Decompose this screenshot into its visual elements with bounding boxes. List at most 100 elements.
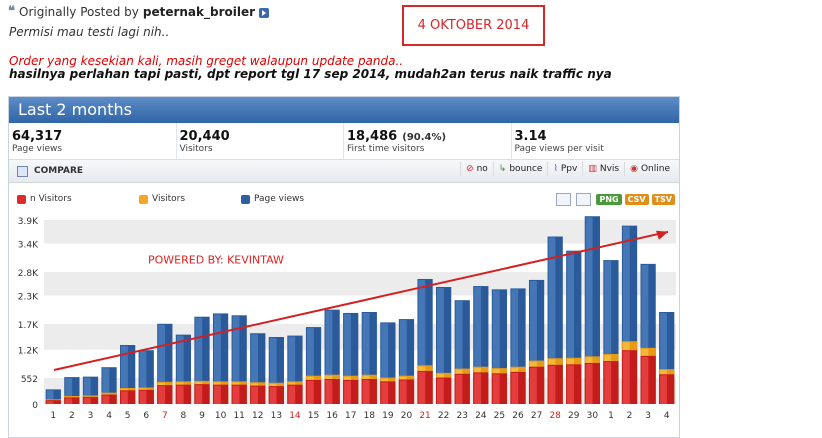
trend-arrow-line <box>53 230 669 372</box>
bar-highlight <box>418 371 426 404</box>
bar-highlight <box>213 385 221 404</box>
stat-percent: (90.4%) <box>402 132 447 143</box>
legend-swatch <box>17 194 26 204</box>
bar-highlight <box>418 279 426 404</box>
x-tick-label: 14 <box>289 411 301 421</box>
online-button[interactable]: ◉ Online <box>624 162 675 176</box>
y-tick-label: 1.7K <box>18 321 39 331</box>
bar-highlight <box>288 385 296 404</box>
grid-band <box>44 220 676 244</box>
bar-highlight <box>232 316 240 404</box>
post-prefix: Originally Posted by <box>19 4 139 19</box>
y-tick-label: 0 <box>32 401 38 411</box>
stat-views-per-visit: 3.14 Page views per visit <box>512 123 680 159</box>
bar-highlight <box>529 367 537 404</box>
legend-label: n Visitors <box>30 194 72 204</box>
bar-highlight <box>195 317 203 404</box>
legend-swatch <box>241 194 250 204</box>
y-tick-label: 552 <box>21 375 38 385</box>
bounce-button[interactable]: ↳ bounce <box>492 162 548 176</box>
bar-highlight <box>641 356 649 404</box>
x-tick-label: 13 <box>271 411 282 421</box>
legend-label: Page views <box>254 194 305 204</box>
legend-swatch <box>139 194 148 204</box>
bar-highlight <box>511 372 519 404</box>
bar-highlight <box>83 397 91 404</box>
bar-highlight <box>344 313 351 404</box>
bar-highlight <box>529 280 537 404</box>
png-export-button[interactable]: PNG <box>596 194 622 205</box>
legend-page-views[interactable]: Page views <box>241 194 304 204</box>
x-tick-label: 27 <box>531 411 542 421</box>
ppv-button[interactable]: ⌇ Ppv <box>547 162 582 176</box>
compare-icon <box>17 165 28 177</box>
compare-toggle[interactable]: COMPARE <box>17 165 83 177</box>
x-tick-label: 10 <box>215 411 227 421</box>
bar-highlight <box>325 379 333 404</box>
bar-highlight <box>660 375 667 404</box>
post-header: ❝ Originally Posted by peternak_broiler <box>8 4 270 19</box>
x-tick-label: 4 <box>106 411 112 421</box>
button-label: Nvis <box>599 164 620 174</box>
x-tick-label: 4 <box>664 411 670 421</box>
x-tick-label: 12 <box>252 411 263 421</box>
bar-highlight <box>121 346 128 404</box>
bar-highlight <box>232 385 240 404</box>
view-post-icon[interactable] <box>259 7 270 18</box>
bar-chart-type-icon[interactable] <box>556 193 572 206</box>
x-tick-label: 26 <box>512 411 524 421</box>
button-label: Online <box>640 164 670 174</box>
bar-highlight <box>604 261 612 404</box>
x-tick-label: 8 <box>181 411 187 421</box>
stat-value: 64,317 <box>12 129 63 144</box>
x-tick-label: 3 <box>645 411 651 421</box>
x-tick-label: 15 <box>308 411 319 421</box>
x-tick-label: 1 <box>50 411 56 421</box>
legend-visitors[interactable]: Visitors <box>139 194 185 204</box>
bar-highlight <box>622 226 630 404</box>
bar-highlight <box>213 314 221 404</box>
stat-label: Page views <box>12 144 63 154</box>
x-tick-label: 21 <box>419 411 430 421</box>
bar-highlight <box>288 336 296 404</box>
x-tick-label: 19 <box>382 411 394 421</box>
no-button[interactable]: ⊘ no <box>460 162 493 176</box>
bar-highlight <box>660 313 667 404</box>
bar-highlight <box>362 313 370 404</box>
bar-highlight <box>344 380 351 404</box>
bar-highlight <box>604 362 612 404</box>
post-line-2: Order yang kesekian kali, masih greget w… <box>9 54 404 68</box>
x-tick-label: 23 <box>457 411 468 421</box>
x-tick-label: 2 <box>69 411 75 421</box>
button-label: Ppv <box>560 164 578 174</box>
csv-export-button[interactable]: CSV <box>624 194 649 205</box>
bar-highlight <box>381 323 389 404</box>
x-tick-label: 5 <box>125 411 131 421</box>
y-tick-label: 2.8K <box>18 269 39 279</box>
stat-label: First time visitors <box>347 144 425 154</box>
bar-highlight <box>46 401 54 404</box>
x-tick-label: 24 <box>475 411 487 421</box>
bar-highlight <box>65 398 73 404</box>
bar-highlight <box>102 368 110 404</box>
x-tick-label: 7 <box>162 411 168 421</box>
bar-highlight <box>362 379 370 404</box>
trend-arrow-head <box>656 230 668 240</box>
bar-highlight <box>381 382 389 404</box>
bar-highlight <box>641 264 649 404</box>
tsv-export-button[interactable]: TSV <box>651 194 675 205</box>
bar-highlight <box>585 217 593 404</box>
x-tick-label: 1 <box>608 411 614 421</box>
bar-highlight <box>121 391 128 404</box>
legend-n-visitors[interactable]: n Visitors <box>17 194 72 204</box>
bar-highlight <box>567 365 575 404</box>
stat-label: Visitors <box>179 144 213 154</box>
area-chart-type-icon[interactable] <box>576 193 592 206</box>
nvis-button[interactable]: ▥ Nvis <box>582 162 624 176</box>
stat-first-time-visitors: 18,486 (90.4%) First time visitors <box>344 123 512 159</box>
post-author[interactable]: peternak_broiler <box>142 4 256 19</box>
export-buttons: PNG CSV TSV <box>556 193 675 206</box>
x-tick-label: 17 <box>345 411 356 421</box>
bar-highlight <box>455 301 463 404</box>
bar-highlight <box>437 287 444 404</box>
